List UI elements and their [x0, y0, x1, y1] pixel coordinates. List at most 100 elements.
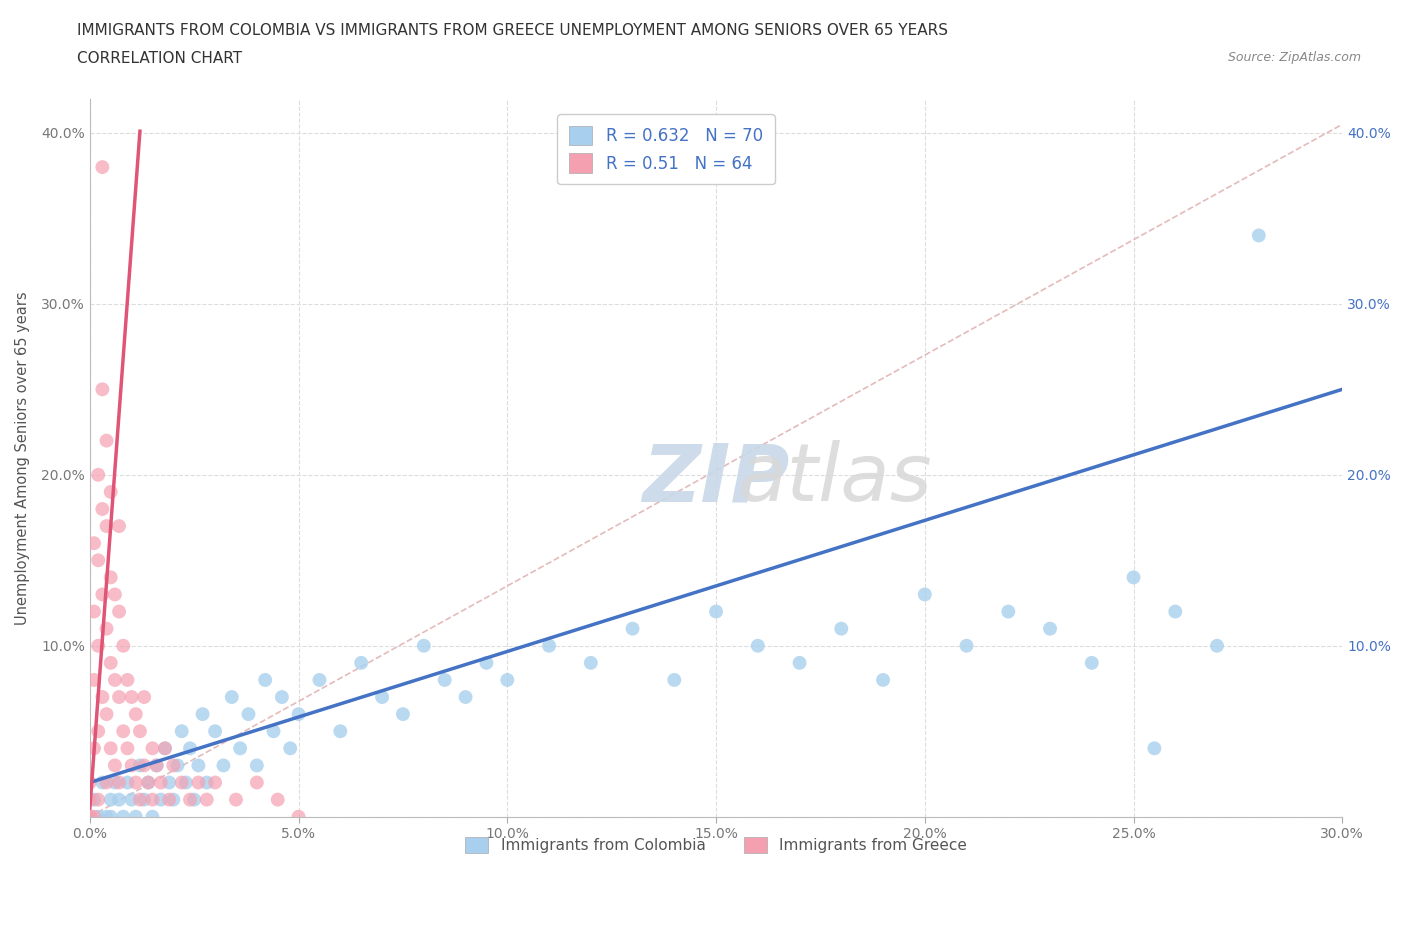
Point — [278, 741, 301, 756]
Point — [225, 792, 247, 807]
Point — [267, 792, 290, 807]
Point — [538, 638, 561, 653]
Point — [287, 809, 309, 824]
Point — [179, 741, 201, 756]
Point — [96, 707, 118, 722]
Point — [121, 690, 143, 705]
Legend: Immigrants from Colombia, Immigrants from Greece: Immigrants from Colombia, Immigrants fro… — [460, 830, 973, 859]
Point — [141, 741, 163, 756]
Point — [134, 792, 156, 807]
Point — [270, 690, 292, 705]
Point — [108, 604, 131, 619]
Point — [263, 724, 285, 738]
Point — [141, 809, 163, 824]
Point — [91, 501, 114, 516]
Point — [308, 672, 330, 687]
Point — [112, 724, 135, 738]
Point — [91, 690, 114, 705]
Point — [195, 775, 218, 790]
Y-axis label: Unemployment Among Seniors over 65 years: Unemployment Among Seniors over 65 years — [15, 291, 30, 625]
Text: ZIP: ZIP — [643, 440, 790, 518]
Point — [134, 690, 156, 705]
Point — [141, 792, 163, 807]
Point — [104, 672, 127, 687]
Point — [246, 758, 269, 773]
Point — [104, 587, 127, 602]
Point — [371, 690, 394, 705]
Point — [157, 775, 180, 790]
Point — [79, 809, 101, 824]
Point — [149, 792, 172, 807]
Point — [170, 724, 193, 738]
Text: IMMIGRANTS FROM COLOMBIA VS IMMIGRANTS FROM GREECE UNEMPLOYMENT AMONG SENIORS OV: IMMIGRANTS FROM COLOMBIA VS IMMIGRANTS F… — [77, 23, 948, 38]
Point — [229, 741, 252, 756]
Point — [134, 758, 156, 773]
Point — [191, 707, 214, 722]
Point — [830, 621, 852, 636]
Point — [104, 758, 127, 773]
Point — [83, 741, 105, 756]
Point — [664, 672, 686, 687]
Text: CORRELATION CHART: CORRELATION CHART — [77, 51, 242, 66]
Point — [187, 775, 209, 790]
Point — [195, 792, 218, 807]
Point — [412, 638, 434, 653]
Point — [789, 656, 811, 671]
Point — [1164, 604, 1187, 619]
Point — [91, 587, 114, 602]
Point — [79, 809, 101, 824]
Point — [83, 792, 105, 807]
Point — [87, 468, 110, 483]
Point — [100, 570, 122, 585]
Point — [496, 672, 519, 687]
Point — [1247, 228, 1270, 243]
Point — [96, 775, 118, 790]
Point — [96, 519, 118, 534]
Point — [174, 775, 197, 790]
Point — [129, 758, 152, 773]
Point — [100, 485, 122, 499]
Point — [83, 536, 105, 551]
Point — [179, 792, 201, 807]
Point — [914, 587, 936, 602]
Text: Source: ZipAtlas.com: Source: ZipAtlas.com — [1227, 51, 1361, 64]
Point — [454, 690, 477, 705]
Point — [125, 775, 148, 790]
Point — [1081, 656, 1104, 671]
Point — [100, 656, 122, 671]
Point — [83, 604, 105, 619]
Point — [579, 656, 602, 671]
Point — [145, 758, 167, 773]
Point — [136, 775, 159, 790]
Point — [125, 809, 148, 824]
Point — [96, 433, 118, 448]
Point — [350, 656, 373, 671]
Point — [621, 621, 644, 636]
Point — [1143, 741, 1166, 756]
Point — [117, 672, 139, 687]
Point — [204, 724, 226, 738]
Point — [121, 758, 143, 773]
Point — [212, 758, 235, 773]
Point — [955, 638, 977, 653]
Point — [183, 792, 205, 807]
Point — [87, 724, 110, 738]
Point — [329, 724, 352, 738]
Point — [392, 707, 415, 722]
Point — [187, 758, 209, 773]
Point — [100, 741, 122, 756]
Point — [162, 758, 184, 773]
Point — [170, 775, 193, 790]
Point — [747, 638, 769, 653]
Point — [1039, 621, 1062, 636]
Point — [87, 792, 110, 807]
Point — [997, 604, 1019, 619]
Text: atlas: atlas — [738, 440, 932, 518]
Point — [87, 552, 110, 567]
Point — [246, 775, 269, 790]
Point — [96, 621, 118, 636]
Point — [100, 809, 122, 824]
Point — [108, 792, 131, 807]
Point — [100, 792, 122, 807]
Point — [204, 775, 226, 790]
